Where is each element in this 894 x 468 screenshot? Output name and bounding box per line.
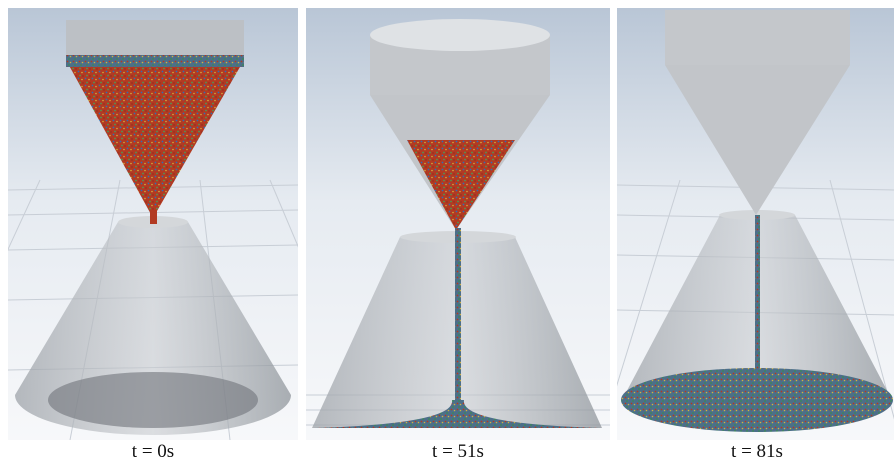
particle-stream	[755, 215, 760, 375]
hopper-cylinder	[665, 10, 850, 65]
panel-2	[306, 8, 610, 440]
caption: t = 0s	[132, 441, 174, 462]
particle-stream	[455, 228, 461, 426]
particles-top	[66, 55, 244, 67]
hopper-cylinder	[66, 20, 244, 60]
hopper-rim	[370, 19, 550, 51]
panel-3	[600, 8, 894, 440]
cone-base	[48, 372, 258, 428]
particle-pile	[621, 368, 893, 432]
figure: t = 0s t = 51s t = 81s	[0, 0, 894, 468]
caption: t = 81s	[731, 441, 783, 462]
caption: t = 51s	[432, 441, 484, 462]
particle-drip	[150, 210, 157, 224]
